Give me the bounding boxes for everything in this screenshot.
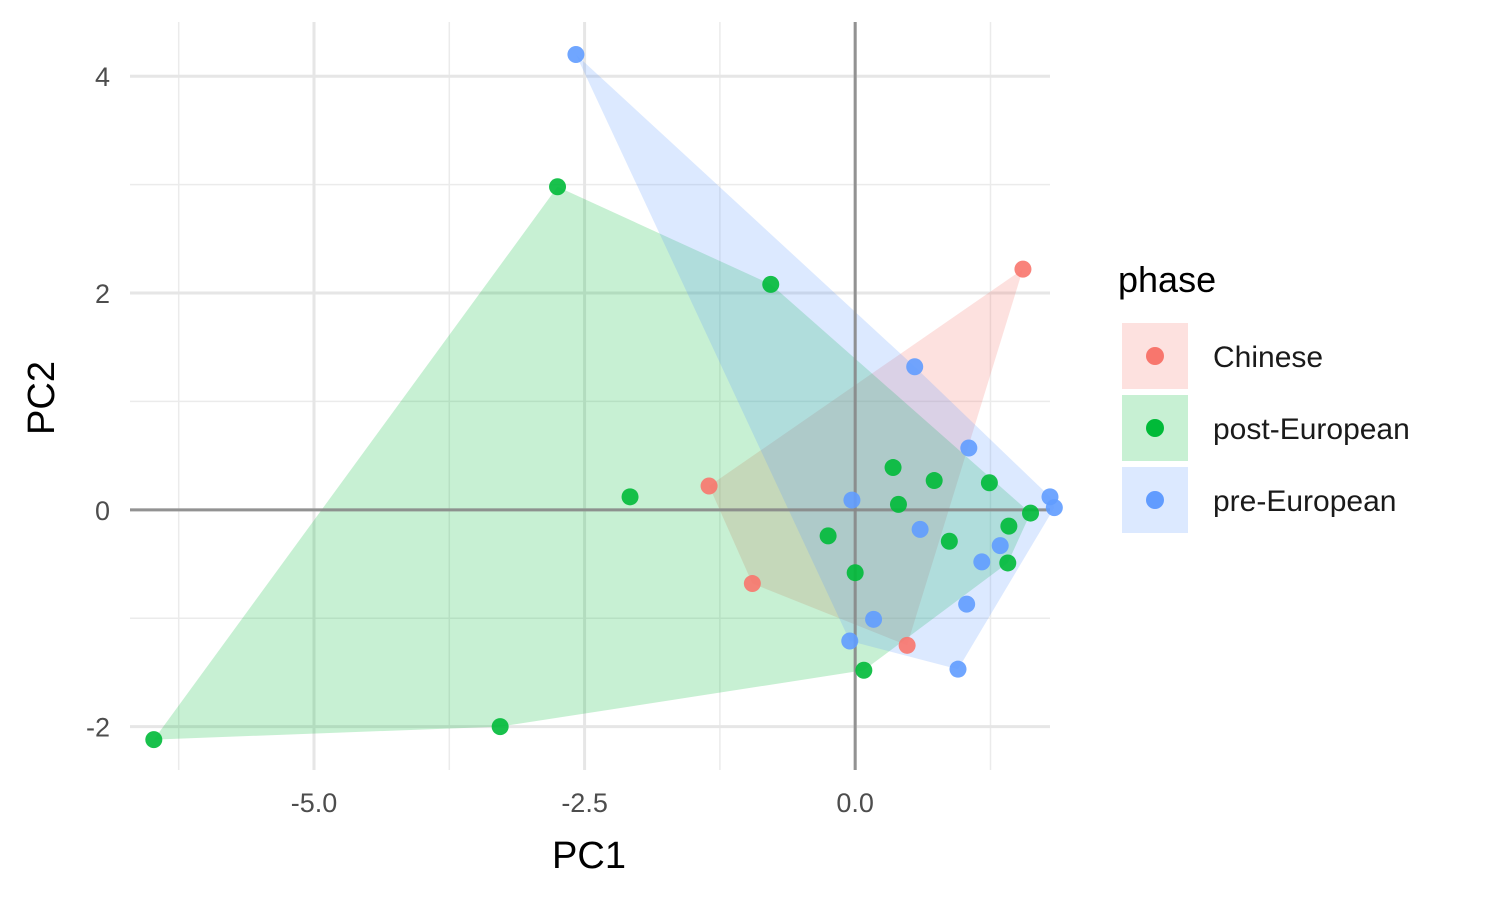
legend-title: phase [1118,259,1216,300]
point-pre-european [906,358,924,376]
x-tick-label: -2.5 [561,788,608,818]
point-post-european [1000,517,1018,535]
point-post-european [940,532,958,550]
point-pre-european [843,491,861,509]
point-post-european [855,661,873,679]
point-post-european [925,472,943,490]
point-post-european [549,178,567,196]
x-tick-label: 0.0 [836,788,874,818]
hull-polygons [153,54,1055,740]
legend-marker-chinese [1146,347,1164,365]
legend-item-chinese: Chinese [1122,323,1323,389]
point-chinese [743,575,761,593]
legend-label-pre-european: pre-European [1213,485,1396,518]
hull-post-european [153,186,1031,740]
x-axis-title: PC1 [552,835,626,877]
y-tick-label: 0 [95,496,110,526]
point-pre-european [973,553,991,571]
point-post-european [145,731,163,749]
point-chinese [1014,260,1032,278]
axis-tick-labels: -5.0 -2.5 0.0 -2 0 2 4 [86,62,874,818]
y-tick-label: -2 [86,713,110,743]
legend-item-post-european: post-European [1122,395,1410,461]
point-pre-european [949,660,967,678]
point-pre-european [911,520,929,538]
point-post-european [980,474,998,492]
legend-marker-post-european [1146,419,1164,437]
point-pre-european [991,537,1009,555]
y-tick-label: 4 [95,62,110,92]
x-tick-label: -5.0 [291,788,338,818]
point-post-european [846,564,864,582]
legend-label-post-european: post-European [1213,413,1410,446]
point-post-european [889,495,907,513]
legend-marker-pre-european [1146,491,1164,509]
point-chinese [898,636,916,654]
point-post-european [999,554,1017,572]
legend: phase Chinese post-European pre-European [1118,259,1410,533]
point-pre-european [841,632,859,650]
point-post-european [491,718,509,736]
point-pre-european [958,595,976,613]
point-chinese [700,477,718,495]
point-pre-european [960,439,978,457]
legend-item-pre-european: pre-European [1122,467,1396,533]
hull-chinese [709,269,1023,646]
y-tick-label: 2 [95,279,110,309]
point-post-european [762,275,780,293]
data-points [145,46,1063,749]
point-pre-european [1045,499,1063,517]
hull-pre-european [575,54,1055,670]
point-post-european [1022,504,1040,522]
point-post-european [819,527,837,545]
point-post-european [884,459,902,477]
point-post-european [621,488,639,506]
y-axis-title: PC2 [21,361,63,435]
point-pre-european [865,610,883,628]
point-pre-european [567,46,585,64]
legend-label-chinese: Chinese [1213,341,1323,374]
